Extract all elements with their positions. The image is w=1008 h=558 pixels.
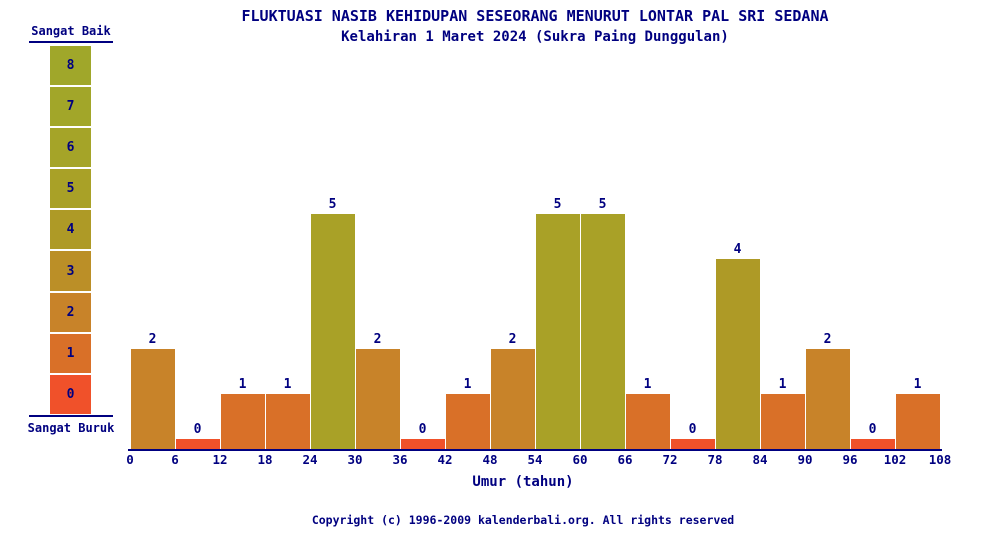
bar-value-label: 4 [733,242,742,257]
bar-age-6-12 [176,439,220,449]
legend-label-best: Sangat Baik [29,24,113,43]
bar-age-54-60 [536,214,580,449]
legend-block-6: 6 [50,128,91,168]
bar-age-36-42 [401,439,445,449]
bar-age-0-6 [131,349,175,449]
x-tick-0: 0 [126,452,134,467]
bar-value-label: 0 [418,422,427,437]
bar-value-label: 2 [373,332,382,347]
bar-value-label: 5 [328,197,337,212]
bar-value-label: 1 [913,377,922,392]
bar-age-42-48 [446,394,490,449]
bar-value-label: 5 [598,197,607,212]
x-tick-18: 18 [257,452,273,467]
bar-value-label: 0 [868,422,877,437]
bar-value-label: 2 [148,332,157,347]
legend-block-0: 0 [50,374,91,414]
x-tick-66: 66 [617,452,633,467]
bar-age-90-96 [806,349,850,449]
bar-age-72-78 [671,439,715,449]
x-tick-108: 108 [928,452,952,467]
bar-value-label: 5 [553,197,562,212]
bar-age-96-102 [851,439,895,449]
bar-value-label: 1 [238,377,247,392]
x-tick-48: 48 [482,452,498,467]
chart-subtitle: Kelahiran 1 Maret 2024 (Sukra Paing Dung… [341,29,729,45]
legend-block-3: 3 [50,251,91,291]
x-tick-12: 12 [212,452,228,467]
x-tick-78: 78 [707,452,723,467]
bar-value-label: 2 [508,332,517,347]
bar-age-60-66 [581,214,625,449]
chart-title: FLUKTUASI NASIB KEHIDUPAN SESEORANG MENU… [241,7,829,25]
x-tick-36: 36 [392,452,408,467]
legend-block-8: 8 [50,46,91,86]
bar-value-label: 0 [193,422,202,437]
x-tick-30: 30 [347,452,363,467]
bar-age-18-24 [266,394,310,449]
copyright-text: Copyright (c) 1996-2009 kalenderbali.org… [311,513,735,527]
bar-value-label: 0 [688,422,697,437]
legend-block-1: 1 [50,333,91,373]
legend-block-7: 7 [50,87,91,127]
bar-value-label: 1 [463,377,472,392]
bar-age-48-54 [491,349,535,449]
bar-age-84-90 [761,394,805,449]
legend-divider-line [29,415,113,417]
x-tick-24: 24 [302,452,318,467]
x-tick-54: 54 [527,452,543,467]
x-tick-102: 102 [883,452,907,467]
x-axis-line [128,449,942,451]
legend-block-2: 2 [50,292,91,332]
legend-block-4: 4 [50,210,91,250]
bar-value-label: 1 [778,377,787,392]
bar-value-label: 2 [823,332,832,347]
bar-age-30-36 [356,349,400,449]
x-tick-96: 96 [842,452,858,467]
x-tick-60: 60 [572,452,588,467]
x-tick-84: 84 [752,452,768,467]
bar-value-label: 1 [643,377,652,392]
bar-age-12-18 [221,394,265,449]
legend-label-worst: Sangat Buruk [27,421,115,435]
x-tick-72: 72 [662,452,678,467]
bar-value-label: 1 [283,377,292,392]
bar-age-24-30 [311,214,355,449]
x-axis-label: Umur (tahun) [472,474,574,490]
bar-age-102-108 [896,394,940,449]
legend-block-5: 5 [50,169,91,209]
bar-age-66-72 [626,394,670,449]
x-tick-90: 90 [797,452,813,467]
x-tick-6: 6 [171,452,179,467]
bar-age-78-84 [716,259,760,449]
x-tick-42: 42 [437,452,453,467]
